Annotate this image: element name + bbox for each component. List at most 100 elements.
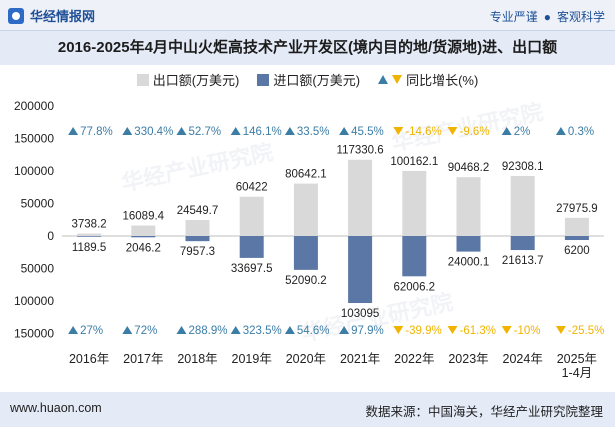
x-tick-label: 2021年 <box>340 352 380 366</box>
export-bar <box>239 196 264 236</box>
import-growth-marker <box>393 326 404 334</box>
x-tick-label: 2024年 <box>503 352 543 366</box>
chart-title: 2016-2025年4月中山火炬高技术产业开发区(境内目的地/货源地)进、出口额 <box>57 39 558 56</box>
export-growth-label: 330.4% <box>134 126 173 138</box>
x-tick-label: 2020年 <box>286 352 326 366</box>
export-bar <box>564 217 589 236</box>
y-tick-label: 50000 <box>21 262 55 276</box>
import-bar <box>510 236 535 251</box>
import-value-label: 33697.5 <box>231 263 273 275</box>
x-tick-label: 2023年 <box>448 352 488 366</box>
x-tick-label: 2022年 <box>394 352 434 366</box>
export-growth-marker <box>339 127 350 135</box>
import-growth-label: 323.5% <box>243 325 282 337</box>
legend-export-label: 出口额(万美元) <box>152 73 240 88</box>
triangle-down-icon <box>392 75 403 84</box>
export-value-label: 100162.1 <box>390 156 438 168</box>
export-growth-marker <box>284 127 295 135</box>
export-value-label: 80642.1 <box>285 169 327 181</box>
tagline: 专业严谨 ● 客观科学 <box>490 8 605 25</box>
bullet-icon: ● <box>543 9 551 24</box>
import-growth-marker <box>176 326 187 334</box>
import-growth-marker <box>447 326 458 334</box>
x-tick-label: 2017年 <box>123 352 163 366</box>
x-tick-label: 2019年 <box>232 352 272 366</box>
import-growth-label: -39.9% <box>405 325 441 337</box>
export-value-label: 16089.4 <box>123 211 165 223</box>
import-growth-label: 97.9% <box>351 325 384 337</box>
export-bar <box>348 159 373 236</box>
legend: 出口额(万美元) 进口额(万美元) 同比增长(%) <box>0 70 615 89</box>
y-tick-label: 200000 <box>14 99 54 113</box>
y-tick-label: 100000 <box>14 294 54 308</box>
export-growth-label: -9.6% <box>460 126 490 138</box>
legend-growth: 同比增长(%) <box>378 70 478 89</box>
export-growth-marker <box>68 127 79 135</box>
top-bar: 华经情报网 专业严谨 ● 客观科学 <box>0 0 615 31</box>
tag-professional: 专业严谨 <box>489 10 538 24</box>
import-value-label: 52090.2 <box>285 275 327 287</box>
x-tick-label: 2025年 <box>557 352 597 366</box>
import-bar <box>185 236 210 242</box>
footer: www.huaon.com 数据来源：中国海关，华经产业研究院整理 <box>0 392 615 427</box>
export-value-label: 60422 <box>236 182 268 194</box>
export-growth-marker <box>230 127 241 135</box>
import-value-label: 1189.5 <box>72 242 106 254</box>
import-growth-marker <box>122 326 133 334</box>
import-growth-marker <box>501 326 512 334</box>
export-bar <box>131 225 156 236</box>
export-growth-label: 2% <box>514 126 531 138</box>
export-value-label: 92308.1 <box>502 161 544 173</box>
legend-growth-label: 同比增长(%) <box>406 73 479 88</box>
export-growth-marker <box>393 127 404 135</box>
brand[interactable]: 华经情报网 <box>8 6 95 25</box>
import-growth-label: 72% <box>134 325 157 337</box>
import-value-label: 7957.3 <box>180 246 215 258</box>
title-bar: 2016-2025年4月中山火炬高技术产业开发区(境内目的地/货源地)进、出口额 <box>0 31 615 65</box>
import-growth-marker <box>555 326 566 334</box>
tag-objective: 客观科学 <box>556 10 605 24</box>
export-growth-label: 45.5% <box>351 126 384 138</box>
import-bar <box>402 236 427 277</box>
import-bar <box>348 236 373 304</box>
logo-icon <box>8 7 24 24</box>
export-growth-label: 0.3% <box>568 126 594 138</box>
export-bar <box>510 175 535 236</box>
import-value-label: 103095 <box>341 308 379 320</box>
export-value-label: 117330.6 <box>337 145 384 157</box>
export-value-label: 24549.7 <box>177 205 219 217</box>
y-tick-label: 50000 <box>21 197 55 211</box>
export-bar <box>293 183 318 236</box>
export-growth-label: 52.7% <box>189 126 222 138</box>
footer-url[interactable]: www.huaon.com <box>10 401 102 415</box>
import-growth-marker <box>68 326 79 334</box>
import-growth-label: -10% <box>514 325 541 337</box>
chart-area: 200000 150000 100000 50000 0 50000 100000 15000… <box>14 99 604 380</box>
x-tick-label: 2016年 <box>69 352 109 366</box>
import-growth-label: -25.5% <box>568 325 604 337</box>
import-bar <box>239 236 264 258</box>
import-growth-marker <box>339 326 350 334</box>
export-growth-marker <box>176 127 187 135</box>
export-value-label: 90468.2 <box>448 162 490 174</box>
import-value-label: 2046.2 <box>126 242 161 254</box>
export-growth-label: 77.8% <box>80 126 113 138</box>
x-tick-label: 2018年 <box>177 352 217 366</box>
y-tick-label: 150000 <box>14 327 54 341</box>
import-growth-label: 27% <box>80 325 103 337</box>
export-bar <box>77 233 102 236</box>
export-growth-marker <box>122 127 133 135</box>
export-growth-label: 146.1% <box>243 126 282 138</box>
brand-name: 华经情报网 <box>30 9 96 24</box>
import-value-label: 62006.2 <box>394 281 436 293</box>
import-bar <box>564 236 589 241</box>
export-bar <box>402 170 427 236</box>
legend-import-label: 进口额(万美元) <box>273 73 361 88</box>
footer-source: 数据来源：中国海关，华经产业研究院整理 <box>365 405 603 419</box>
import-value-label: 6200 <box>564 245 590 257</box>
export-value-label: 3738.2 <box>72 219 107 231</box>
export-growth-marker <box>555 127 566 135</box>
import-bar <box>456 236 481 252</box>
import-growth-label: 288.9% <box>189 325 228 337</box>
import-bar <box>77 236 102 237</box>
